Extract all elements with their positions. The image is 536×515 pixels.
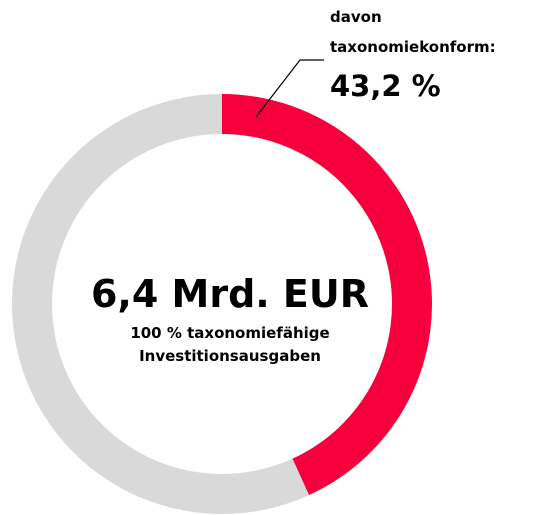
annotation-line: davon (330, 8, 382, 26)
center-title: 6,4 Mrd. EUR (91, 272, 369, 316)
slice (222, 94, 433, 496)
leader-line (255, 59, 324, 118)
center-subtitle: 100 % taxonomiefähige (130, 324, 329, 342)
annotation-line: taxonomiekonform: (330, 38, 496, 56)
slice (12, 94, 310, 514)
slices (12, 94, 433, 514)
center-subtitle: Investitionsausgaben (139, 347, 321, 365)
value-label: 43,2 % (330, 69, 441, 103)
